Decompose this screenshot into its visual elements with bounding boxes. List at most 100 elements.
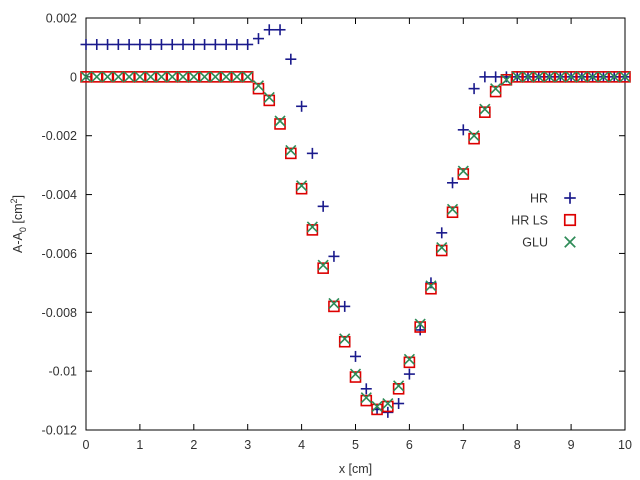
marker-plus	[123, 38, 135, 50]
marker-square	[263, 94, 276, 107]
marker-plus	[393, 398, 405, 410]
marker-square	[425, 282, 437, 295]
marker-square	[349, 371, 362, 383]
marker-cross	[490, 83, 502, 95]
legend-label-hr-ls: HR LS	[511, 214, 548, 228]
marker-square	[414, 321, 426, 333]
marker-cross	[220, 71, 232, 83]
marker-cross	[263, 91, 275, 104]
marker-cross	[123, 71, 135, 83]
marker-cross	[274, 115, 286, 127]
marker-square	[306, 224, 319, 236]
marker-plus	[403, 368, 415, 380]
marker-plus	[447, 177, 459, 189]
marker-cross	[500, 74, 512, 86]
marker-square	[317, 262, 329, 274]
y-tick-label: 0.002	[46, 12, 77, 26]
marker-cross	[177, 71, 189, 83]
marker-plus	[479, 71, 491, 83]
marker-plus	[328, 250, 340, 262]
marker-plus	[91, 38, 103, 50]
legend-marker-glu	[564, 236, 576, 248]
marker-square	[392, 382, 405, 395]
marker-square	[446, 206, 459, 219]
y-axis-title: A-A0 [cm2]	[9, 195, 28, 253]
chart-legend: HR HR LS GLU	[511, 192, 577, 250]
marker-cross	[328, 297, 340, 310]
x-axis-title: x [cm]	[339, 462, 372, 476]
x-tick-label: 1	[136, 438, 143, 452]
marker-cross	[296, 180, 308, 192]
marker-plus	[274, 24, 286, 36]
marker-plus	[220, 38, 232, 50]
marker-square	[457, 168, 470, 180]
marker-plus	[134, 38, 146, 50]
marker-cross	[80, 71, 92, 83]
marker-cross	[425, 280, 437, 292]
y-tick-label: -0.002	[42, 129, 77, 143]
marker-cross	[608, 71, 620, 83]
data-series-layer	[80, 24, 631, 418]
marker-square	[479, 106, 491, 118]
marker-cross	[468, 130, 480, 142]
marker-plus	[468, 83, 480, 95]
marker-plus	[306, 147, 318, 159]
y-axis-tick-labels: 0.002 0 -0.002 -0.004 -0.006 -0.008 -0.01 -0.01…	[42, 12, 78, 438]
marker-plus	[145, 38, 157, 50]
marker-square	[338, 335, 351, 348]
x-tick-label: 5	[352, 438, 359, 452]
marker-cross	[360, 392, 372, 404]
marker-square	[328, 300, 340, 313]
legend-label-hr: HR	[530, 192, 548, 206]
legend-label-glu: GLU	[522, 236, 548, 250]
marker-cross	[145, 71, 157, 83]
data-series-hr-ls	[80, 71, 631, 416]
marker-square	[403, 356, 416, 369]
marker-square	[382, 400, 394, 413]
marker-plus	[209, 38, 221, 50]
marker-cross	[564, 236, 576, 248]
marker-cross	[382, 397, 394, 410]
marker-cross	[231, 71, 243, 83]
marker-plus	[360, 383, 372, 395]
marker-plus	[188, 38, 200, 50]
marker-cross	[619, 71, 631, 83]
marker-square	[468, 132, 480, 145]
x-axis-ticks	[85, 18, 626, 430]
marker-cross	[371, 400, 383, 413]
legend-marker-hr	[564, 192, 576, 204]
marker-cross	[339, 333, 351, 345]
marker-cross	[587, 71, 599, 83]
marker-plus	[177, 38, 189, 50]
marker-cross	[242, 71, 254, 83]
legend-marker-hr-ls	[563, 213, 577, 227]
x-tick-label: 10	[618, 438, 632, 452]
marker-cross	[479, 103, 491, 115]
marker-cross	[101, 71, 114, 83]
marker-square	[285, 147, 297, 160]
marker-cross	[188, 71, 200, 83]
y-tick-label: -0.012	[42, 424, 77, 438]
marker-cross	[199, 71, 211, 83]
x-tick-label: 6	[406, 438, 413, 452]
marker-plus	[102, 38, 114, 50]
marker-plus	[350, 350, 361, 362]
marker-plus	[436, 227, 448, 239]
marker-plus	[285, 53, 297, 65]
marker-cross	[252, 80, 265, 92]
marker-plus	[296, 100, 308, 112]
marker-plus	[317, 200, 329, 212]
marker-plus	[231, 38, 243, 50]
marker-cross	[166, 71, 178, 83]
marker-plus	[252, 33, 264, 45]
marker-square	[241, 71, 254, 83]
marker-cross	[522, 71, 534, 83]
marker-cross	[393, 380, 405, 392]
marker-cross	[576, 71, 588, 83]
marker-cross	[209, 71, 221, 83]
marker-plus	[80, 38, 92, 50]
marker-cross	[597, 71, 610, 83]
marker-plus	[242, 38, 254, 50]
